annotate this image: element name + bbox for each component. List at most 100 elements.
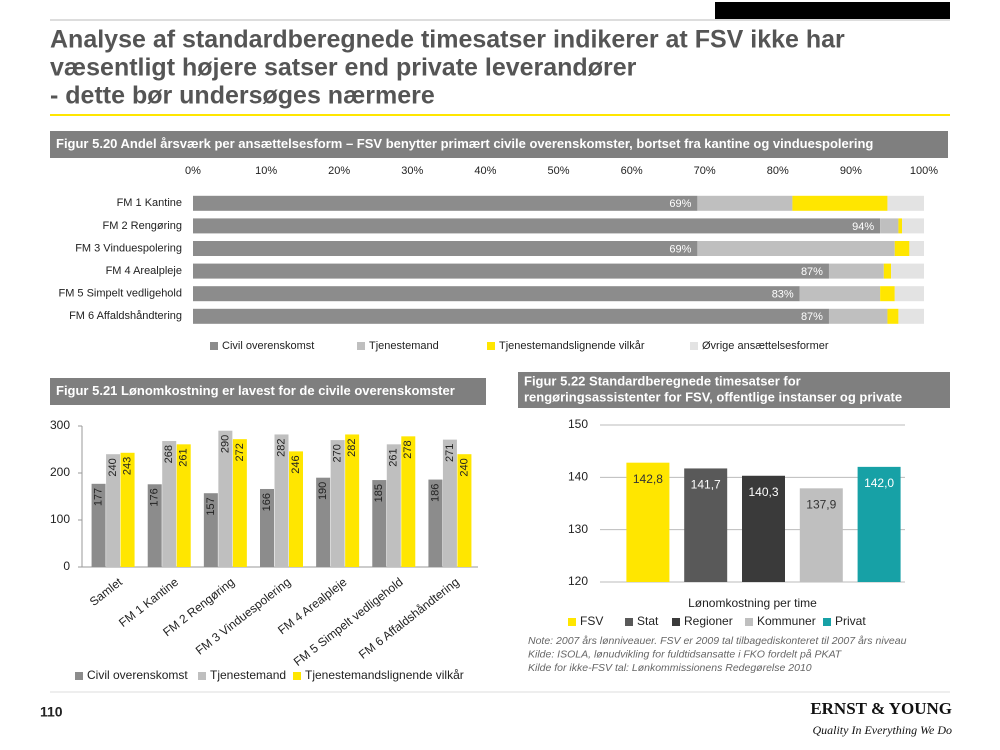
data-label: 87%	[801, 311, 823, 323]
tagline: Quality In Everything We Do	[812, 723, 952, 737]
bar	[162, 441, 177, 567]
legend-swatch	[357, 342, 365, 350]
legend-swatch	[487, 342, 495, 350]
bar-segment	[898, 308, 924, 324]
legend-label: Kommuner	[757, 614, 816, 628]
data-label: 186	[429, 484, 441, 502]
legend-label: Civil overenskomst	[87, 668, 188, 682]
bar	[442, 439, 457, 567]
legend-label: Tjenestemandslignende vilkår	[499, 340, 645, 352]
bar-segment	[887, 308, 899, 324]
legend-label: Regioner	[684, 614, 733, 628]
bar	[176, 444, 191, 567]
bar-segment	[697, 195, 793, 211]
data-label: 271	[444, 444, 456, 462]
data-label: 261	[178, 448, 190, 466]
data-label: 282	[346, 438, 358, 456]
bar	[91, 483, 106, 567]
data-label: 69%	[669, 243, 691, 255]
note: Kilde for ikke-FSV tal: Lønkommissionens…	[528, 662, 812, 674]
x-tick-label: 20%	[328, 165, 350, 177]
data-label: 270	[332, 444, 344, 462]
data-label: 142,8	[633, 472, 663, 486]
bar	[345, 434, 360, 567]
y-tick-label: 200	[50, 465, 70, 479]
x-tick-label: FM 3 Vinduespolering	[193, 575, 293, 658]
data-label: 69%	[669, 198, 691, 210]
y-tick-label: 300	[50, 418, 70, 432]
y-tick-label: 100	[50, 512, 70, 526]
bar-segment	[883, 263, 892, 279]
x-tick-label: FM 5 Simpelt vedligehold	[291, 575, 406, 669]
bar	[386, 444, 401, 567]
x-tick-label: 30%	[401, 165, 423, 177]
x-tick-label: Samlet	[87, 574, 126, 608]
data-label: 190	[317, 482, 329, 500]
bar-segment	[193, 308, 829, 324]
data-label: 142,0	[864, 476, 894, 490]
category-label: FM 2 Rengøring	[103, 220, 182, 232]
bar	[457, 454, 472, 567]
x-tick-label: 10%	[255, 165, 277, 177]
note: Note: 2007 års lønniveauer. FSV er 2009 …	[528, 635, 907, 647]
data-label: 261	[388, 448, 400, 466]
x-tick-label: FM 6 Affaldshåndtering	[356, 575, 462, 662]
x-axis-label: Lønomkostning per time	[688, 596, 817, 610]
data-label: 278	[402, 440, 414, 458]
bar-segment	[828, 263, 884, 279]
figure-title: Figur 5.22 Standardberegnede timesatser …	[524, 373, 801, 388]
y-tick-label: 140	[568, 470, 588, 484]
data-label: 240	[458, 458, 470, 476]
legend-label: Stat	[637, 614, 659, 628]
x-tick-label: 60%	[621, 165, 643, 177]
page-number: 110	[40, 704, 63, 720]
bar	[147, 484, 162, 567]
data-label: 83%	[772, 289, 794, 301]
bar	[799, 488, 843, 582]
data-label: 140,3	[748, 485, 778, 499]
bar	[428, 479, 443, 567]
legend-swatch	[198, 672, 206, 680]
bar	[372, 480, 387, 567]
legend-label: Civil overenskomst	[222, 340, 314, 352]
bar-segment	[880, 286, 895, 302]
bar-segment	[193, 263, 829, 279]
data-label: 268	[163, 445, 175, 463]
legend-swatch	[672, 618, 680, 626]
data-label: 94%	[852, 221, 874, 233]
bar	[626, 462, 670, 582]
legend-label: Øvrige ansættelsesformer	[702, 340, 829, 352]
category-label: FM 1 Kantine	[117, 197, 182, 209]
slide-title: Analyse af standardberegnede timesatser …	[50, 26, 845, 54]
x-tick-label: 90%	[840, 165, 862, 177]
category-label: FM 3 Vinduespolering	[75, 242, 182, 254]
x-tick-label: 100%	[910, 165, 938, 177]
bar-segment	[828, 308, 888, 324]
data-label: 177	[92, 488, 104, 506]
bar-segment	[887, 195, 924, 211]
bar-segment	[880, 218, 899, 234]
bar	[218, 430, 233, 567]
bar-segment	[193, 218, 881, 234]
figure-header	[518, 372, 950, 408]
figure-title: Figur 5.21 Lønomkostning er lavest for d…	[56, 383, 455, 398]
slide-title: væsentligt højere satser end private lev…	[50, 54, 637, 82]
bar	[106, 454, 121, 567]
bar	[742, 475, 785, 582]
data-label: 137,9	[806, 497, 836, 511]
data-label: 246	[290, 455, 302, 473]
data-label: 290	[219, 435, 231, 453]
legend-swatch	[745, 618, 753, 626]
legend-label: Tjenestemandslignende vilkår	[305, 668, 464, 682]
slide-title: - dette bør undersøges nærmere	[50, 82, 435, 110]
legend-swatch	[293, 672, 301, 680]
legend-label: Tjenestemand	[369, 340, 439, 352]
data-label: 243	[121, 457, 133, 475]
bar	[684, 468, 728, 582]
y-tick-label: 120	[568, 574, 588, 588]
category-label: FM 4 Arealpleje	[106, 265, 182, 277]
legend-swatch	[75, 672, 83, 680]
legend-label: Tjenestemand	[210, 668, 286, 682]
y-tick-label: 0	[63, 559, 70, 573]
